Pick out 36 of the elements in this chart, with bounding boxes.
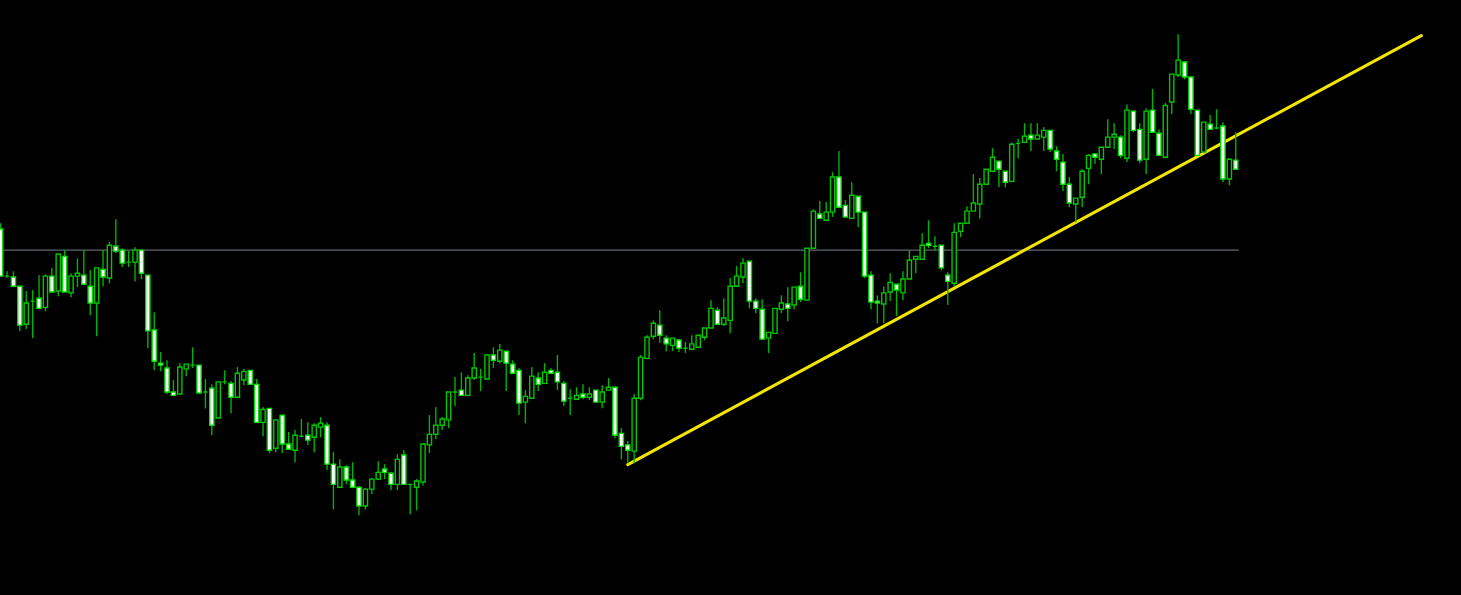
- candlestick: [1117, 134, 1124, 159]
- candlestick: [458, 371, 465, 397]
- candlestick: [944, 271, 951, 306]
- candlestick: [848, 181, 855, 220]
- candlestick: [138, 249, 145, 280]
- candlestick: [157, 351, 164, 373]
- candlestick: [580, 383, 586, 400]
- candlestick: [1149, 88, 1156, 133]
- candlestick: [1156, 128, 1162, 157]
- candlestick: [228, 380, 234, 414]
- candlestick: [599, 384, 605, 410]
- candlestick: [656, 309, 663, 344]
- candlestick: [23, 290, 30, 330]
- candlestick: [1028, 122, 1034, 152]
- candlestick: [535, 371, 542, 392]
- candlestick: [1053, 145, 1060, 172]
- candlestick: [1226, 157, 1233, 186]
- candlestick: [36, 274, 42, 310]
- candlestick: [260, 406, 266, 437]
- candlestick: [305, 421, 311, 446]
- candlestick: [784, 286, 791, 323]
- candlestick: [996, 160, 1002, 188]
- candlestick: [100, 249, 106, 287]
- candlestick: [337, 458, 343, 488]
- candlestick: [1047, 129, 1053, 153]
- candlestick: [496, 343, 503, 364]
- candlestick: [1021, 122, 1028, 144]
- candlestick: [1232, 131, 1239, 171]
- candlestick: [893, 283, 900, 317]
- candlestick: [560, 380, 567, 407]
- candlestick: [490, 346, 497, 369]
- candlestick: [938, 244, 945, 272]
- candlestick: [791, 286, 797, 310]
- candlestick: [49, 267, 55, 293]
- candlestick: [81, 249, 87, 285]
- candlestick: [87, 269, 94, 316]
